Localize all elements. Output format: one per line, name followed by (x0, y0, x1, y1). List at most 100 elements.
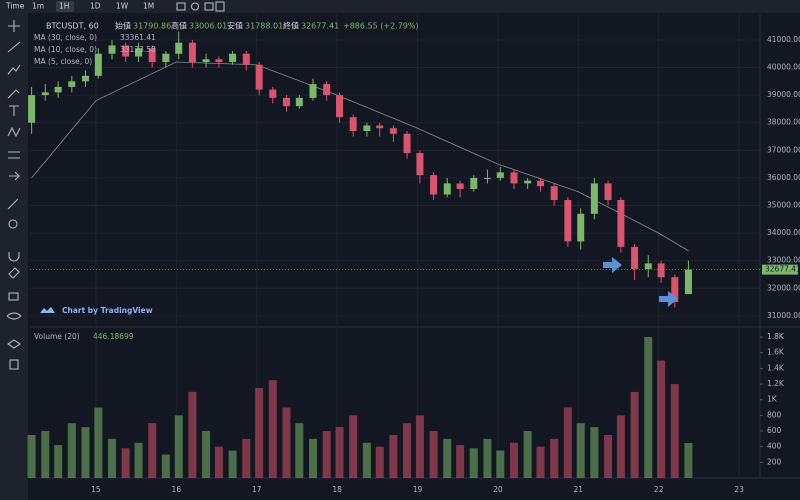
top-toolbar (0, 0, 800, 13)
candle-body (269, 89, 277, 98)
toolbar-item[interactable]: 1W (116, 2, 129, 11)
volume-tick-label: 1K (767, 395, 778, 404)
candle-body (175, 42, 183, 54)
candle-body (135, 48, 143, 57)
candle-body (229, 53, 237, 63)
candle-body (684, 269, 692, 295)
toolbar-item[interactable]: 1M (143, 2, 154, 11)
volume-bar (362, 442, 371, 478)
volume-bar (523, 431, 532, 478)
symbol: BTCUSDT, 60 (46, 22, 99, 31)
candle-body (470, 177, 478, 189)
volume-legend: Volume (20) (34, 332, 80, 341)
volume-tick-label: 1.2K (767, 379, 785, 388)
y-tick-label: 40000.00 (767, 63, 800, 72)
volume-bar (242, 438, 251, 478)
volume-bar (684, 443, 693, 478)
candle-body (496, 172, 504, 178)
toolbar-item[interactable]: 1H (59, 2, 69, 11)
candle-body (631, 246, 639, 269)
candle-body (577, 213, 585, 242)
candle-body (81, 75, 89, 82)
volume-bar (161, 454, 170, 478)
volume-bar (41, 431, 50, 478)
volume-bar (375, 446, 384, 478)
candle-body (416, 153, 424, 176)
candle-body (456, 183, 464, 189)
candle-body (604, 183, 612, 200)
drawing-tools[interactable] (6, 20, 22, 370)
y-tick-label: 32000.00 (767, 283, 800, 292)
volume-bar (308, 438, 317, 478)
volume-value: 446.18699 (93, 332, 134, 341)
toolbar-item[interactable]: 1m (32, 2, 44, 11)
candle-body (363, 125, 371, 132)
last-price-label: 32677.41 (765, 265, 800, 274)
x-tick-label: 16 (172, 485, 182, 494)
candle-body (389, 128, 397, 134)
y-tick-label: 41000.00 (767, 35, 800, 44)
volume-bar (496, 450, 505, 478)
y-tick-label: 39000.00 (767, 90, 800, 99)
candle-body (94, 53, 102, 76)
tv-logo (40, 307, 55, 313)
y-tick-label: 35000.00 (767, 201, 800, 210)
candle-body (122, 45, 130, 57)
x-tick-label: 15 (91, 485, 101, 494)
toolbar-item[interactable]: 1D (90, 2, 101, 11)
watermark[interactable]: Chart by TradingView (62, 306, 153, 315)
active-interval (56, 1, 74, 12)
x-tick-label: 20 (493, 485, 503, 494)
labels: Time 1m 1H 1D 1W 1M BTCUSDT, 60 始値 31790… (5, 2, 419, 342)
left-toolbar (0, 13, 28, 500)
volume-bar (657, 360, 666, 478)
x-tick-label: 19 (413, 485, 423, 494)
volume-bar (576, 423, 585, 478)
ma-legend: MA (5, close, 0) (34, 57, 92, 66)
candle-body (295, 97, 303, 107)
volume-tick-label: 1.4K (767, 363, 785, 372)
volume-bar (134, 442, 143, 478)
y-tick-label: 33000.00 (767, 256, 800, 265)
candle-body (617, 199, 625, 247)
ohlc-value: 32677.41 (301, 22, 339, 31)
candle-body (28, 95, 36, 123)
plot (27, 31, 760, 478)
candle-body (282, 97, 290, 107)
volume-bar (456, 445, 465, 478)
volume-bar (604, 434, 613, 478)
x-tick-label: 22 (654, 485, 664, 494)
toolbar-icons (176, 1, 225, 12)
volume-bar (483, 438, 492, 478)
candle-body (202, 59, 210, 63)
toolbar-item[interactable]: Time (5, 2, 25, 11)
volume-tick-label: 800 (767, 410, 782, 419)
volume-bar (670, 384, 679, 478)
candle-body (41, 92, 49, 96)
y-tick-label: 36000.00 (767, 173, 800, 182)
ohlc-label: 高値 (171, 21, 187, 31)
candle-body (430, 175, 438, 195)
volume-bar (67, 423, 76, 478)
volume-tick-label: 400 (767, 442, 782, 451)
volume-bar (616, 415, 625, 478)
volume-bar (389, 434, 398, 478)
candle-body (550, 186, 558, 200)
x-tick-label: 18 (332, 485, 342, 494)
volume-bar (509, 442, 518, 478)
candle-body (309, 84, 317, 98)
volume-tick-label: 1.8K (767, 332, 785, 341)
candle-body (148, 48, 156, 63)
volume-bar (550, 438, 559, 478)
volume-bar (214, 446, 223, 478)
volume-tick-label: 200 (767, 457, 782, 466)
candle-body (524, 180, 532, 184)
candle-body (671, 277, 679, 303)
volume-bar (563, 407, 572, 478)
candle-body (242, 53, 250, 65)
volume-bar (94, 407, 103, 478)
change: +886.55 (+2.79%) (343, 22, 419, 31)
candle-body (188, 42, 196, 63)
